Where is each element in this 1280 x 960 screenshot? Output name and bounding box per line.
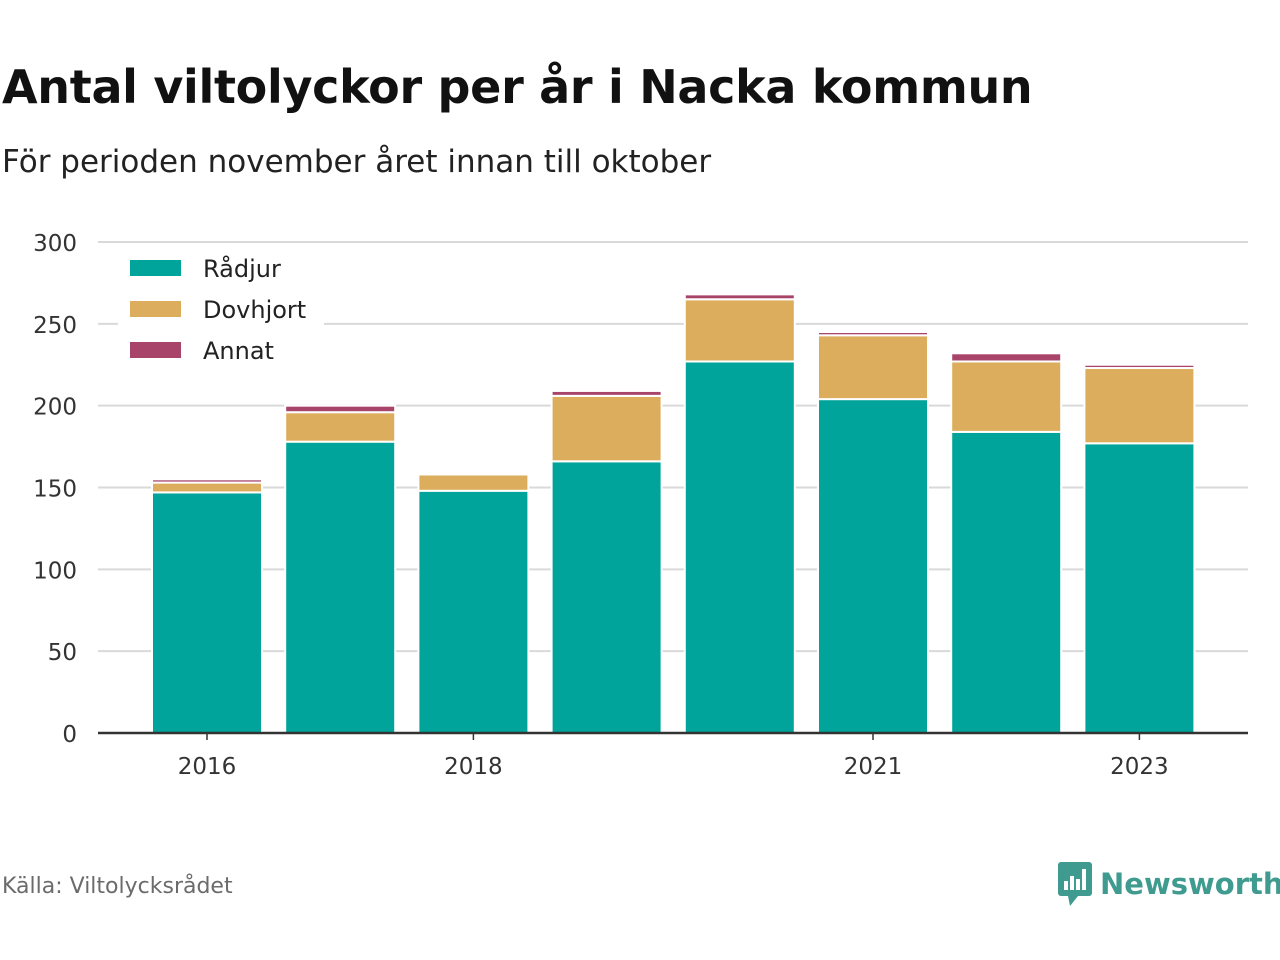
- bar-segment-annat: [284, 404, 397, 414]
- bar-segment-annat: [683, 293, 796, 301]
- bar-segment-annat: [950, 352, 1063, 363]
- bar-segment-dovhjort: [683, 298, 796, 363]
- bar-segment-radjur: [151, 491, 263, 734]
- legend-label: Dovhjort: [203, 296, 306, 324]
- chart-subtitle: För perioden november året innan till ok…: [2, 144, 712, 180]
- bar-segment-annat: [817, 331, 929, 337]
- y-tick-label: 150: [33, 477, 77, 503]
- legend-swatch: [130, 301, 181, 317]
- x-tick-label: 2016: [178, 754, 237, 780]
- y-tick-label: 0: [62, 722, 77, 748]
- x-tick-label: 2018: [444, 754, 503, 780]
- bar-segment-radjur: [950, 430, 1063, 734]
- bar-segment-radjur: [817, 398, 929, 734]
- brand-logo: Newsworthy: [1058, 862, 1280, 906]
- bar-segment-annat: [550, 389, 663, 397]
- bar-segment-radjur: [417, 489, 530, 735]
- legend-swatch: [130, 260, 181, 276]
- bar-segment-dovhjort: [550, 394, 663, 463]
- x-tick-label: 2023: [1110, 754, 1169, 780]
- newsworthy-logo-icon: [1058, 862, 1092, 906]
- legend-label: Rådjur: [203, 254, 281, 283]
- legend-label: Annat: [203, 337, 274, 365]
- y-tick-label: 250: [33, 313, 77, 339]
- bar-segment-dovhjort: [1083, 367, 1196, 445]
- bar-segment-dovhjort: [817, 334, 929, 401]
- bar-segment-dovhjort: [151, 481, 263, 494]
- bar-segment-radjur: [1083, 442, 1196, 734]
- source-note: Källa: Viltolycksrådet: [2, 874, 233, 899]
- bar-segment-annat: [417, 471, 530, 476]
- x-tick-label: 2021: [844, 754, 903, 780]
- bar-segment-annat: [151, 478, 263, 484]
- bar-segment-dovhjort: [284, 411, 397, 443]
- y-tick-label: 300: [33, 231, 77, 257]
- bar-segment-radjur: [550, 460, 663, 734]
- bar-segment-dovhjort: [950, 360, 1063, 433]
- bar-segment-dovhjort: [417, 473, 530, 492]
- y-tick-label: 50: [48, 640, 77, 666]
- y-tick-label: 100: [33, 558, 77, 584]
- legend-swatch: [130, 342, 181, 358]
- bar-segment-radjur: [284, 440, 397, 734]
- chart-title: Antal viltolyckor per år i Nacka kommun: [2, 60, 1033, 114]
- brand-name: Newsworthy: [1100, 867, 1280, 901]
- bar-segment-annat: [1083, 363, 1196, 370]
- y-tick-label: 200: [33, 395, 77, 421]
- bar-segment-radjur: [683, 360, 796, 734]
